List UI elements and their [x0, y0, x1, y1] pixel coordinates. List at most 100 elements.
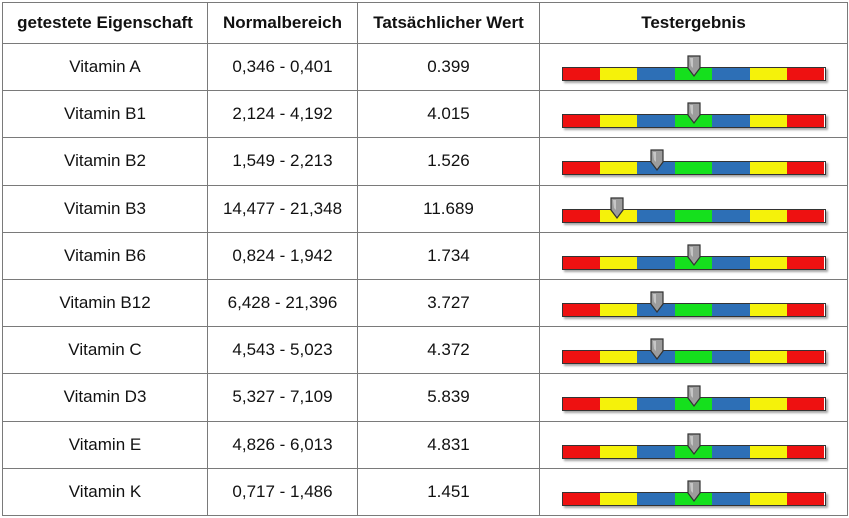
property-name: Vitamin C [2, 326, 208, 375]
result-gauge [561, 141, 826, 181]
gauge-segment-blue [637, 492, 675, 505]
table-row: Vitamin B1 2,124 - 4,192 4.015 [2, 90, 848, 139]
result-gauge [561, 472, 826, 512]
normal-range: 0,346 - 0,401 [207, 42, 358, 92]
property-name: Vitamin B12 [2, 278, 208, 328]
header-value: Tatsächlicher Wert [357, 2, 540, 44]
normal-range: 0,717 - 1,486 [207, 467, 358, 517]
gauge-segment-red [562, 492, 600, 505]
pointer-arrow-icon [649, 338, 664, 361]
gauge-segment-blue [712, 162, 750, 175]
gauge-segment-blue [637, 398, 675, 411]
normal-range: 0,824 - 1,942 [207, 231, 358, 280]
gauge-segment-red [562, 256, 600, 269]
gauge-segment-blue [712, 445, 750, 458]
table-row: Vitamin B12 6,428 - 21,396 3.727 [2, 278, 848, 328]
pointer-arrow-icon [649, 149, 664, 172]
table-row: Vitamin C 4,543 - 5,023 4.372 [2, 326, 848, 375]
header-row: getestete Eigenschaft Normalbereich Tats… [2, 2, 848, 44]
gauge-segment-blue [637, 445, 675, 458]
test-result [539, 137, 848, 186]
gauge-segment-yellow [599, 398, 638, 411]
actual-value: 1.526 [357, 137, 540, 186]
actual-value: 4.015 [357, 90, 540, 139]
gauge-segment-red [787, 445, 825, 458]
normal-range: 2,124 - 4,192 [207, 90, 358, 139]
gauge-segment-yellow [749, 445, 788, 458]
gauge-segment-yellow [749, 115, 788, 128]
gauge-segment-yellow [599, 492, 638, 505]
pointer-arrow-icon [686, 55, 701, 78]
normal-range: 14,477 - 21,348 [207, 184, 358, 233]
property-name: Vitamin D3 [2, 373, 208, 422]
normal-range: 5,327 - 7,109 [207, 373, 358, 422]
result-gauge [561, 330, 826, 370]
gauge-segment-red [562, 445, 600, 458]
test-result [539, 467, 848, 517]
gauge-segment-blue [637, 209, 675, 222]
actual-value: 4.831 [357, 420, 540, 469]
pointer-arrow-icon [686, 385, 701, 408]
result-gauge [561, 94, 826, 134]
test-result [539, 184, 848, 233]
gauge-segment-red [787, 256, 825, 269]
gauge-segment-red [562, 162, 600, 175]
table-row: Vitamin B3 14,477 - 21,348 11.689 [2, 184, 848, 233]
result-gauge [561, 236, 826, 276]
gauge-segment-blue [637, 256, 675, 269]
gauge-segment-yellow [599, 68, 638, 81]
gauge-bar [561, 208, 826, 223]
gauge-segment-yellow [599, 162, 638, 175]
actual-value: 5.839 [357, 373, 540, 422]
test-result [539, 326, 848, 375]
pointer-arrow-icon [686, 432, 701, 455]
gauge-segment-yellow [599, 115, 638, 128]
gauge-segment-green [674, 351, 713, 364]
gauge-segment-yellow [749, 351, 788, 364]
pointer-arrow-icon [610, 197, 624, 219]
gauge-segment-yellow [749, 68, 788, 81]
table-row: Vitamin A 0,346 - 0,401 0.399 [2, 42, 848, 92]
gauge-segment-yellow [749, 492, 788, 505]
gauge-segment-blue [712, 209, 750, 222]
header-range: Normalbereich [207, 2, 358, 44]
test-result [539, 420, 848, 469]
property-name: Vitamin E [2, 420, 208, 469]
test-result [539, 90, 848, 139]
normal-range: 4,543 - 5,023 [207, 326, 358, 375]
header-result: Testergebnis [539, 2, 848, 44]
actual-value: 0.399 [357, 42, 540, 92]
pointer-arrow-icon [686, 244, 701, 266]
gauge-segment-blue [712, 115, 750, 128]
property-name: Vitamin K [2, 467, 208, 517]
gauge-segment-blue [712, 256, 750, 269]
gauge-segment-yellow [749, 398, 788, 411]
gauge-bar [561, 161, 826, 176]
result-gauge [561, 283, 826, 323]
property-name: Vitamin A [2, 42, 208, 92]
gauge-segment-red [562, 209, 600, 222]
table-row: Vitamin D3 5,327 - 7,109 5.839 [2, 373, 848, 422]
table-row: Vitamin B6 0,824 - 1,942 1.734 [2, 231, 848, 280]
pointer-arrow-icon [686, 102, 701, 125]
gauge-segment-red [562, 398, 600, 411]
gauge-segment-red [787, 115, 825, 128]
gauge-segment-red [562, 351, 600, 364]
gauge-bar [561, 67, 826, 82]
gauge-segment-yellow [599, 445, 638, 458]
gauge-segment-blue [712, 492, 750, 505]
gauge-segment-yellow [599, 256, 638, 269]
actual-value: 3.727 [357, 278, 540, 328]
result-gauge [561, 189, 826, 229]
table-row: Vitamin K 0,717 - 1,486 1.451 [2, 467, 848, 517]
test-result [539, 278, 848, 328]
result-gauge [561, 377, 826, 417]
gauge-bar [561, 303, 826, 318]
gauge-bar [561, 444, 826, 459]
gauge-segment-green [674, 304, 713, 317]
gauge-segment-yellow [749, 162, 788, 175]
property-name: Vitamin B6 [2, 231, 208, 280]
gauge-segment-blue [712, 398, 750, 411]
gauge-segment-red [787, 162, 825, 175]
gauge-segment-red [562, 115, 600, 128]
